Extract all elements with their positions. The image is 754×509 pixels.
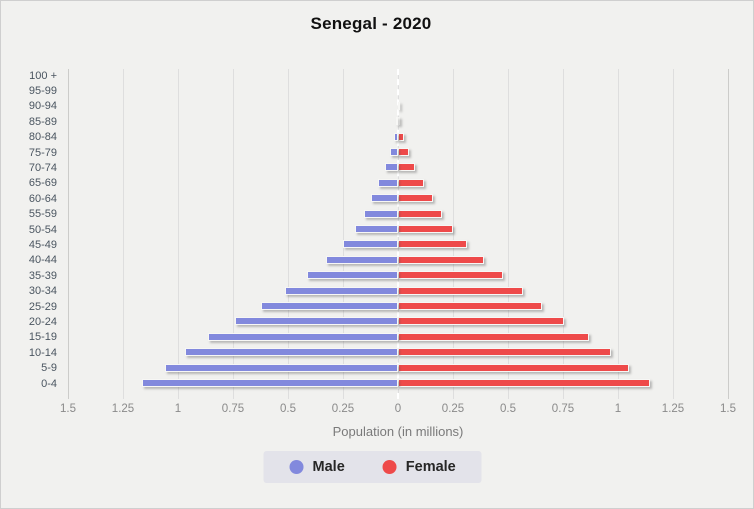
female-bar xyxy=(398,194,433,203)
gridline xyxy=(68,69,69,399)
male-bar xyxy=(235,317,398,326)
female-bar xyxy=(398,132,404,141)
male-bar xyxy=(185,348,398,357)
age-group-label: 45-49 xyxy=(28,238,57,251)
age-group-label: 20-24 xyxy=(28,315,57,328)
gridline xyxy=(123,69,124,399)
female-bar xyxy=(398,302,542,310)
legend-label-male: Male xyxy=(312,459,345,475)
age-group-label: 60-64 xyxy=(28,192,57,205)
female-bar xyxy=(398,286,523,295)
gridline xyxy=(233,69,234,399)
male-bar xyxy=(354,225,398,233)
female-color-dot-icon xyxy=(382,460,397,474)
age-group-label: 15-19 xyxy=(28,331,57,344)
male-color-dot-icon xyxy=(289,460,304,474)
age-group-label: 5-9 xyxy=(41,362,57,375)
age-group-label: 100 + xyxy=(29,69,57,82)
gridline xyxy=(508,69,509,399)
age-group-label: 0-4 xyxy=(41,377,57,390)
age-group-label: 40-44 xyxy=(28,254,57,267)
x-axis-tick-label: 0.75 xyxy=(221,403,245,415)
x-axis-tick-label: 1 xyxy=(614,403,622,415)
age-group-label: 25-29 xyxy=(28,300,57,313)
x-axis-tick-label: 1 xyxy=(174,403,182,415)
male-bar xyxy=(261,302,398,310)
gridline xyxy=(178,69,179,399)
age-group-label: 55-59 xyxy=(28,208,57,221)
male-bar xyxy=(363,209,398,218)
male-bar xyxy=(164,363,398,372)
age-group-label: 50-54 xyxy=(28,223,57,236)
age-group-label: 85-89 xyxy=(28,115,57,128)
female-bar xyxy=(398,271,504,280)
gridline xyxy=(563,69,564,399)
legend-label-female: Female xyxy=(405,459,456,475)
female-bar xyxy=(398,348,611,357)
gridline xyxy=(453,69,454,399)
female-bar xyxy=(398,209,443,218)
male-bar xyxy=(208,332,398,341)
gridline xyxy=(618,69,619,399)
female-bar xyxy=(398,101,400,110)
x-axis-title: Population (in millions) xyxy=(332,424,464,439)
female-bar xyxy=(398,379,651,387)
legend-item-male: Male xyxy=(289,459,345,475)
age-group-label: 35-39 xyxy=(28,269,57,282)
age-group-label: 80-84 xyxy=(28,131,57,144)
gridline xyxy=(288,69,289,399)
gridline xyxy=(343,69,344,399)
gridline xyxy=(728,69,729,399)
x-axis-tick-label: 1.25 xyxy=(661,403,685,415)
male-bar xyxy=(342,240,398,249)
female-bar xyxy=(398,163,416,172)
male-bar xyxy=(285,286,398,295)
x-axis-tick-label: 0.25 xyxy=(441,403,465,415)
age-group-label: 75-79 xyxy=(28,146,57,159)
female-bar xyxy=(398,332,590,341)
x-axis-tick-label: 1.25 xyxy=(111,403,135,415)
x-axis-tick-label: 1.5 xyxy=(720,403,736,415)
legend: Male Female xyxy=(263,451,482,483)
female-bar xyxy=(398,255,485,264)
age-group-label: 65-69 xyxy=(28,177,57,190)
female-bar xyxy=(398,117,401,126)
male-bar xyxy=(385,163,398,172)
female-bar xyxy=(398,225,454,233)
male-bar xyxy=(394,132,398,141)
female-bar xyxy=(398,240,468,249)
female-bar xyxy=(398,148,409,156)
female-bar xyxy=(398,317,564,326)
male-bar xyxy=(371,194,398,203)
male-bar xyxy=(142,379,398,387)
male-bar xyxy=(396,117,399,126)
gridline xyxy=(673,69,674,399)
x-axis-tick-label: 0.5 xyxy=(280,403,296,415)
x-axis-tick-label: 0 xyxy=(394,403,402,415)
female-bar xyxy=(398,178,424,187)
female-bar xyxy=(398,363,630,372)
age-group-label: 10-14 xyxy=(28,346,57,359)
male-bar xyxy=(326,255,398,264)
male-bar xyxy=(307,271,398,280)
age-group-label: 90-94 xyxy=(28,100,57,113)
x-axis-tick-label: 0.5 xyxy=(500,403,516,415)
male-bar xyxy=(390,148,398,156)
x-axis-tick-label: 0.75 xyxy=(551,403,575,415)
x-axis-tick-label: 0.25 xyxy=(331,403,355,415)
male-bar xyxy=(378,178,398,187)
legend-item-female: Female xyxy=(382,459,456,475)
chart-title: Senegal - 2020 xyxy=(310,14,432,33)
age-group-label: 70-74 xyxy=(28,161,57,174)
age-group-label: 30-34 xyxy=(28,285,57,298)
center-axis-line xyxy=(397,69,399,399)
age-group-label: 95-99 xyxy=(28,84,57,97)
x-axis-tick-label: 1.5 xyxy=(60,403,76,415)
